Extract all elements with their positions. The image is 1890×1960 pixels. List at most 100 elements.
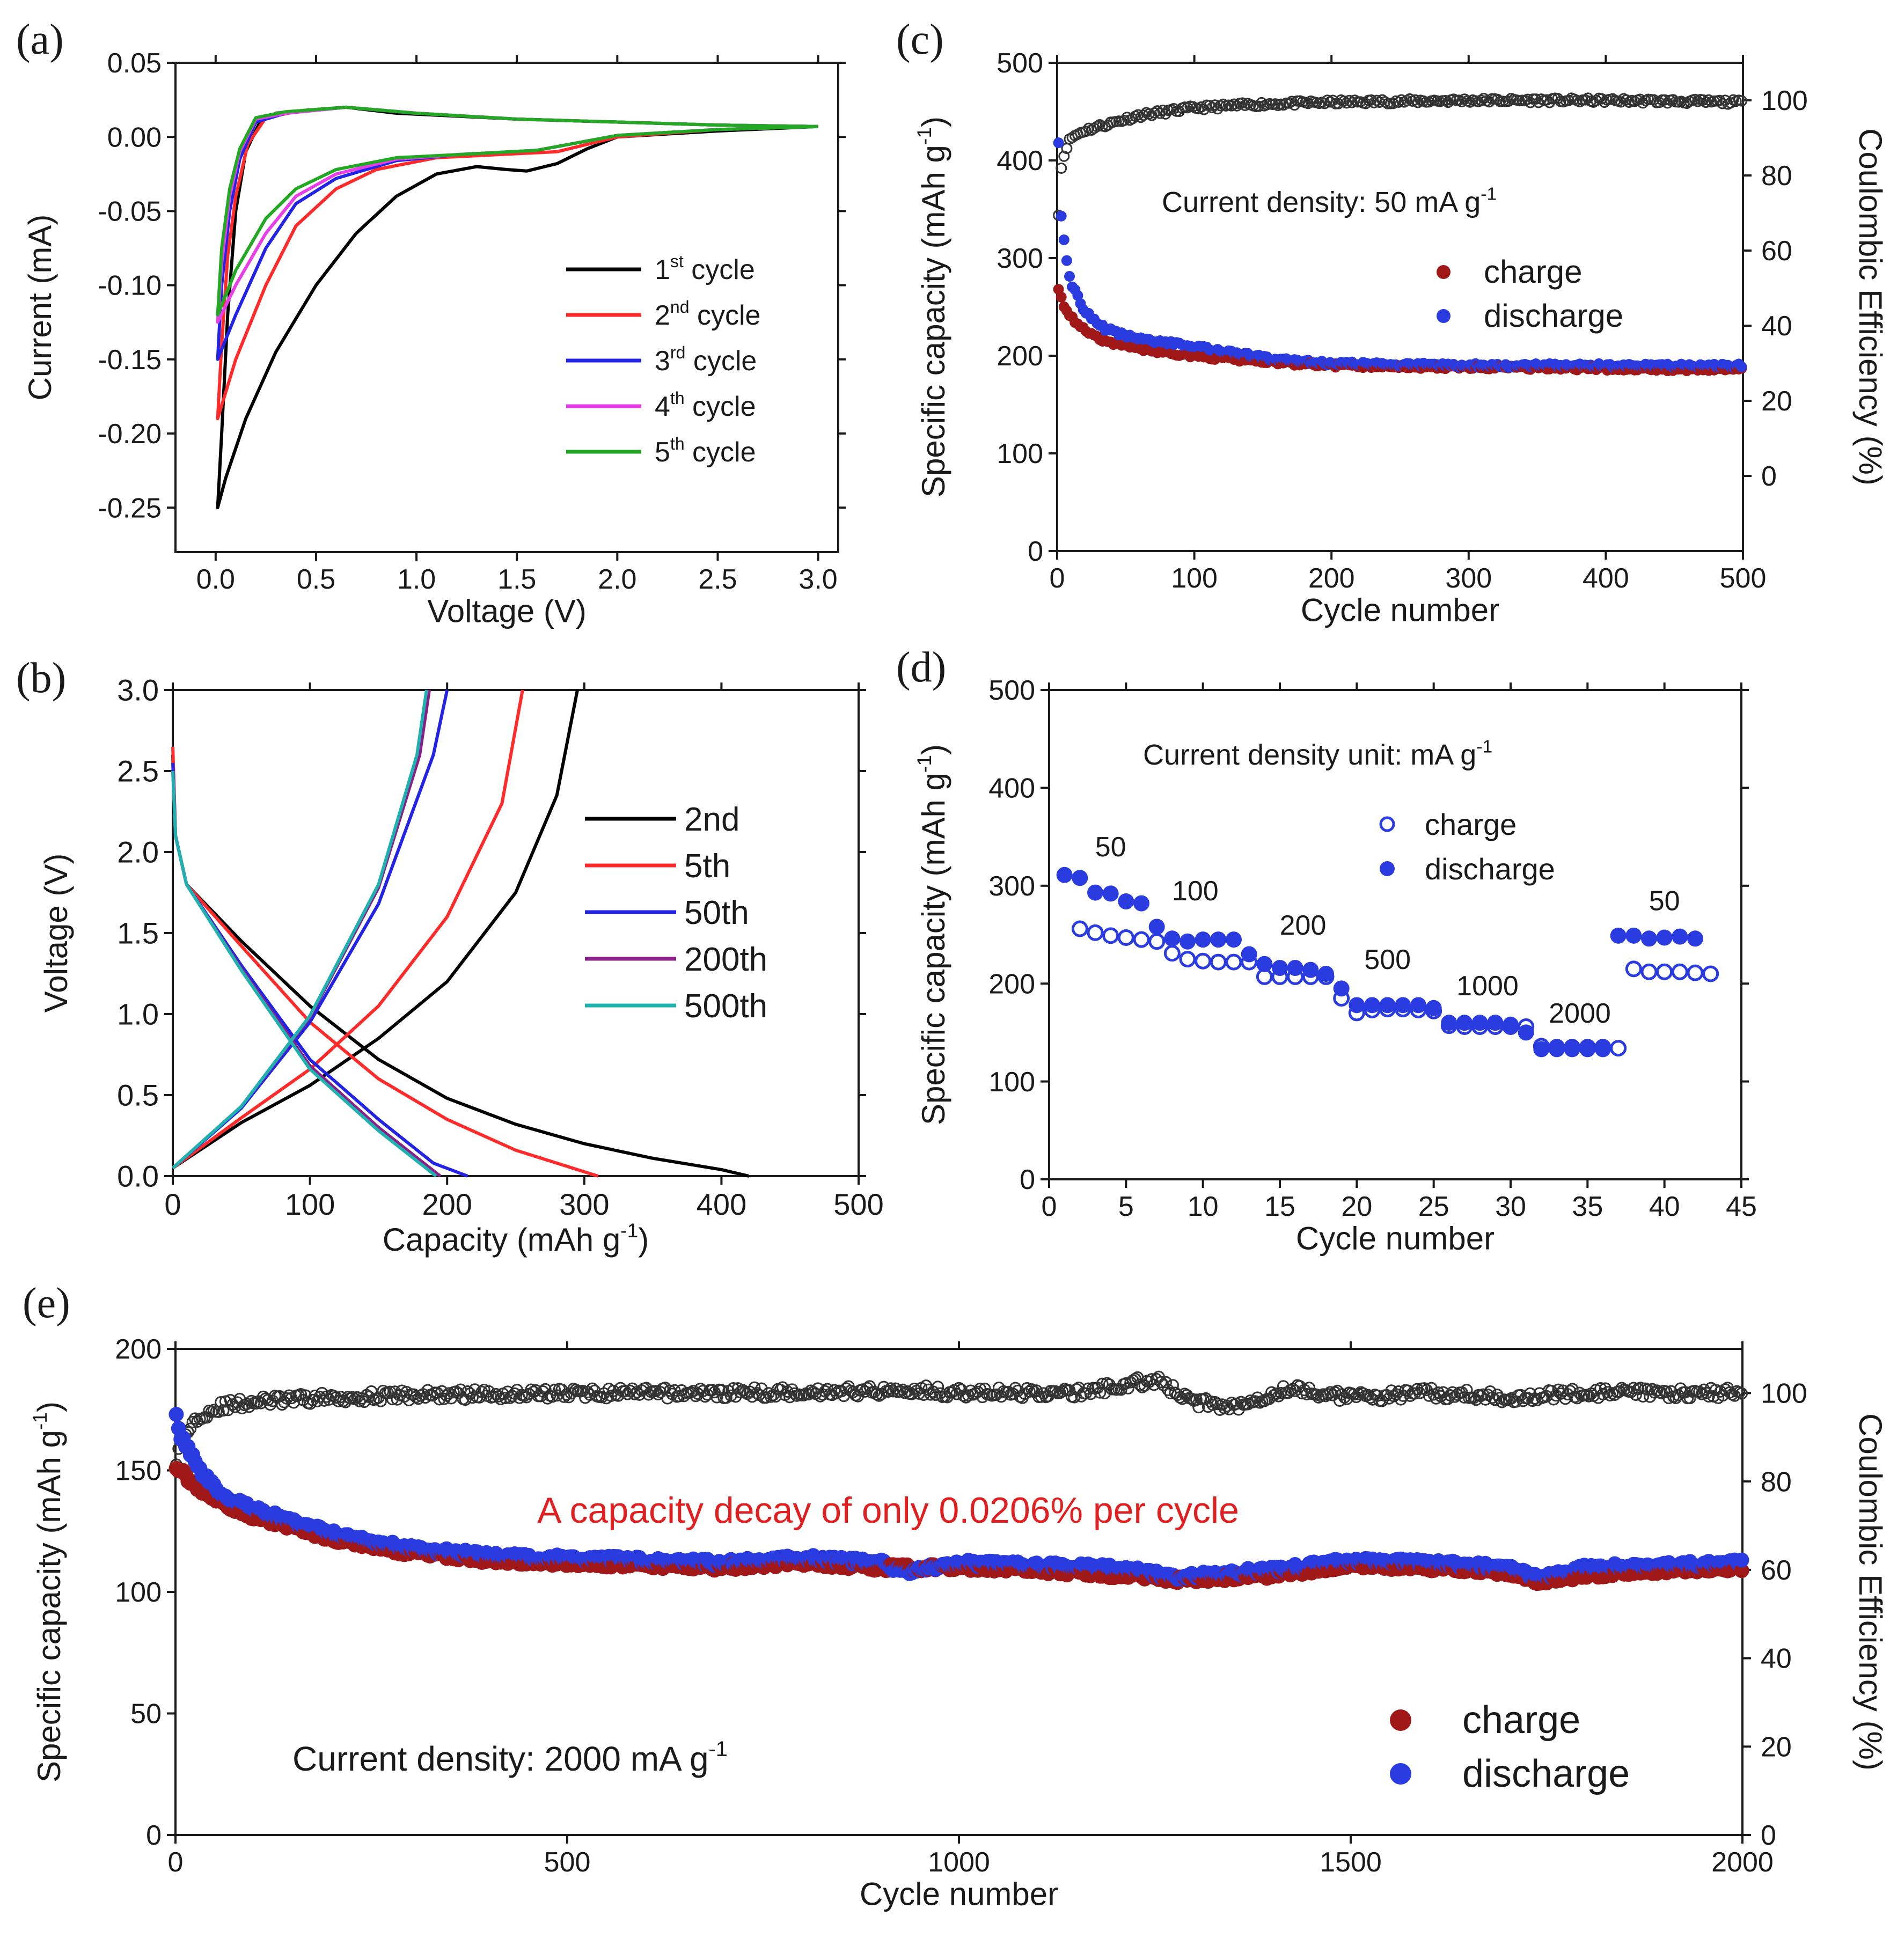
y2-tick-label: 60 (1761, 1555, 1792, 1586)
y-tick-label: 100 (988, 1067, 1035, 1098)
legend-label: discharge (1484, 298, 1623, 334)
annotation: Current density: 50 mA g-1 (1162, 184, 1497, 218)
charge-marker (1148, 933, 1166, 950)
y-tick-label: -0.25 (98, 493, 162, 524)
ce-marker (1601, 1386, 1614, 1399)
legend-label: charge (1484, 254, 1582, 290)
ce-marker (1374, 97, 1386, 108)
ce-marker (1700, 97, 1712, 108)
discharge-marker (1471, 1015, 1488, 1031)
discharge-marker (1210, 931, 1227, 948)
ce-marker (924, 1388, 937, 1401)
discharge-marker (1564, 1041, 1580, 1058)
ce-marker (205, 1406, 218, 1419)
y-tick-label: 0.05 (107, 48, 162, 79)
y-tick-label: 0 (1028, 536, 1043, 567)
charge-marker (1056, 291, 1067, 303)
x-tick-label: 35 (1572, 1191, 1603, 1222)
discharge-marker (1195, 931, 1211, 948)
ce-marker (929, 1388, 942, 1401)
legend-label: 3rd cycle (655, 343, 757, 377)
cv-curve-5th-cycle (216, 105, 818, 317)
discharge-marker (1180, 933, 1196, 950)
x-tick-label: 10 (1188, 1191, 1219, 1222)
y-tick-label: 400 (997, 145, 1043, 177)
ce-marker (1324, 1386, 1337, 1399)
y-tick-label: 500 (997, 48, 1043, 79)
y-tick-label: 1.5 (117, 916, 159, 950)
ce-marker (219, 1395, 232, 1408)
discharge-marker (1148, 919, 1165, 935)
ce-marker (1393, 97, 1404, 108)
ce-marker (932, 1381, 944, 1393)
y2-tick-label: 20 (1761, 386, 1792, 417)
discharge-marker (1395, 997, 1411, 1014)
discharge-marker (1687, 930, 1703, 947)
ce-marker (1206, 101, 1218, 113)
charge-marker (1225, 953, 1242, 971)
ce-marker (386, 1393, 399, 1406)
discharge-marker (1425, 1000, 1442, 1016)
ce-marker (1118, 114, 1130, 126)
legend-label: charge (1462, 1699, 1580, 1742)
x-tick-label: 400 (697, 1187, 746, 1221)
y2-tick-label: 0 (1761, 1820, 1776, 1851)
ce-marker (1023, 1385, 1036, 1398)
discharge-marker (1349, 997, 1365, 1014)
ce-marker (1702, 1390, 1715, 1403)
charge-marker (1734, 1563, 1749, 1579)
legend-label: discharge (1462, 1752, 1630, 1795)
ce-marker (1648, 94, 1660, 106)
ce-marker (1270, 1388, 1283, 1400)
legend-marker (1390, 1763, 1411, 1785)
ce-marker (1661, 97, 1673, 109)
charge-marker (1702, 965, 1719, 982)
ce-marker (1236, 97, 1248, 109)
ce-marker (1627, 1382, 1640, 1394)
ce-marker (828, 1384, 841, 1397)
annotation: Current density unit: mA g-1 (1143, 737, 1492, 771)
panel-letter: (d) (896, 644, 946, 691)
panel-a: 0.0 0.5 1.0 1.5 2.0 2.5 3.0 0.05 0.00 -0.05 -0.10 -… (16, 16, 846, 629)
ce-marker (466, 1391, 479, 1404)
x-tick-label: 0 (164, 1187, 181, 1221)
x-tick-label: 0.5 (297, 564, 335, 595)
legend-label: 500th (684, 988, 767, 1025)
discharge-marker (1736, 361, 1747, 372)
ce-marker (433, 1393, 446, 1406)
legend-label: 50th (684, 894, 749, 931)
ce-marker (1530, 93, 1542, 105)
discharge-marker (1641, 930, 1657, 947)
plot-frame (174, 62, 839, 553)
gcd-curve-500th-discharge (171, 770, 437, 1178)
discharge-marker (1072, 870, 1088, 886)
x-tick-label: 45 (1726, 1191, 1757, 1222)
x-tick-label: 500 (833, 1187, 883, 1221)
ce-marker (1190, 1393, 1203, 1406)
charge-marker (1179, 951, 1196, 968)
ce-marker (1155, 1376, 1168, 1389)
legend-label: 200th (684, 941, 767, 978)
ce-marker (1302, 98, 1314, 109)
y-axis-label: Voltage (V) (38, 854, 74, 1013)
discharge-marker (1318, 965, 1334, 982)
legend-label: charge (1425, 808, 1517, 841)
ce-marker (663, 1384, 676, 1397)
ce-marker (1464, 96, 1476, 108)
x-tick-label: 3.0 (799, 564, 837, 595)
ce-marker (1503, 96, 1514, 107)
x-tick-label: 40 (1649, 1191, 1680, 1222)
ce-marker (1478, 92, 1490, 104)
discharge-marker (169, 1407, 184, 1422)
y-tick-label: 50 (130, 1699, 162, 1730)
charge-marker (1640, 963, 1658, 980)
discharge-marker (1503, 1016, 1519, 1033)
plot-frame (1056, 62, 1744, 552)
y2-tick-label: 80 (1761, 1466, 1792, 1497)
ce-marker (346, 1391, 359, 1404)
ce-marker (1204, 1395, 1217, 1408)
ce-marker (1634, 1382, 1647, 1394)
ce-marker (1591, 94, 1602, 106)
